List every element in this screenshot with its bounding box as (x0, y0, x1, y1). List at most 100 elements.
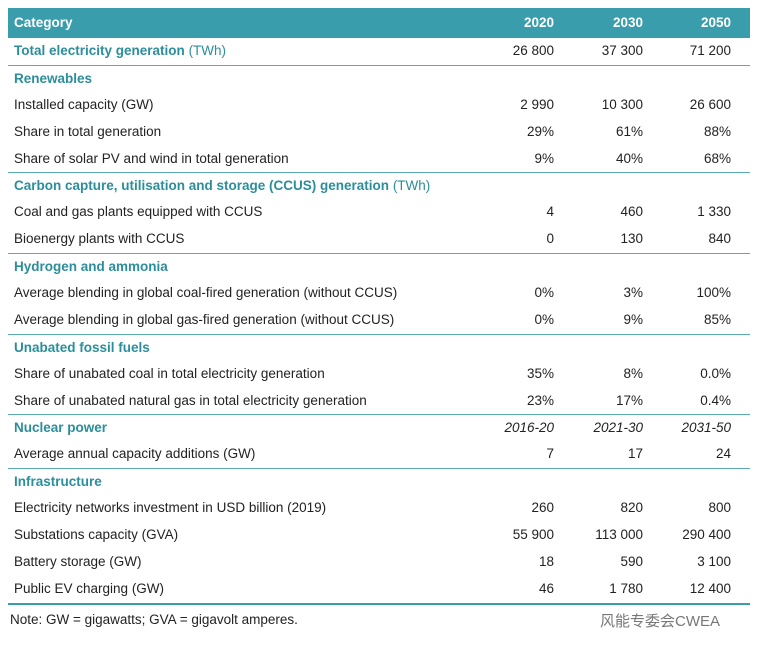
row-label: Battery storage (GW) (14, 553, 142, 569)
header-row: Category 2020 2030 2050 (8, 8, 750, 38)
cell: 10 300 (601, 96, 643, 112)
unit: (TWh) (392, 178, 431, 194)
data-row: Average blending in global coal-fired ge… (8, 280, 750, 307)
row-label: Total electricity generation (TWh) (14, 38, 226, 65)
cell: 85% (703, 311, 731, 327)
period: 2021-30 (593, 420, 643, 436)
cell: 40% (615, 150, 643, 166)
title-text: Nuclear power (14, 420, 108, 436)
cell: 9% (623, 311, 643, 327)
row-label: Share of unabated coal in total electric… (14, 365, 325, 381)
header-cell: 2050 (700, 15, 731, 30)
cell: 0.0% (700, 365, 731, 381)
cell: 460 (620, 204, 643, 220)
data-row: Public EV charging (GW) 46 1 780 12 400 (8, 576, 750, 603)
cell: 17% (615, 392, 643, 408)
cell: 0.4% (700, 392, 731, 408)
cell: 29% (526, 123, 554, 139)
cell: 17 (627, 446, 643, 462)
data-row: Share of solar PV and wind in total gene… (8, 146, 750, 173)
data-row: Installed capacity (GW) 2 990 10 300 26 600 (8, 92, 750, 119)
title-text: Hydrogen and ammonia (14, 259, 168, 275)
row-label: Share of solar PV and wind in total gene… (14, 150, 289, 166)
section-title: Nuclear power (14, 415, 107, 442)
section-title: Hydrogen and ammonia (14, 254, 168, 281)
title-text: Renewables (14, 70, 93, 86)
table: Category 2020 2030 2050 Total electricity ge… (8, 8, 750, 605)
note: Note: GW = gigawatts; GVA = gigavolt amp… (10, 612, 298, 627)
cell: 12 400 (689, 580, 731, 596)
cell: 1 780 (609, 580, 643, 596)
row-label: Public EV charging (GW) (14, 580, 165, 596)
row-label: Coal and gas plants equipped with CCUS (14, 204, 263, 220)
total-row: Total electricity generation (TWh) 26 800… (8, 38, 750, 65)
row-label: Share of unabated natural gas in total e… (14, 392, 367, 408)
bottom-rule (8, 602, 750, 605)
data-row: Share of unabated natural gas in total e… (8, 388, 750, 415)
data-row: Share in total generation 29% 61% 88% (8, 119, 750, 146)
row-label: Average blending in global gas-fired gen… (14, 311, 395, 327)
cell: 55 900 (512, 527, 554, 543)
label-text: Total electricity generation (14, 43, 185, 58)
row-label: Bioenergy plants with CCUS (14, 231, 185, 247)
cell: 0 (546, 231, 554, 247)
cell: 1 330 (697, 204, 731, 220)
unit: (TWh) (188, 43, 227, 58)
row-label: Installed capacity (GW) (14, 96, 154, 112)
cell: 35% (526, 365, 554, 381)
row-label: Electricity networks investment in USD b… (14, 500, 327, 516)
section-row: Carbon capture, utilisation and storage … (8, 172, 750, 199)
header-cell: Category (14, 15, 73, 30)
section-row: Infrastructure (8, 468, 750, 495)
cell: 18 (538, 553, 554, 569)
cell: 2 990 (520, 96, 554, 112)
cell: 820 (620, 500, 643, 516)
cell: 23% (526, 392, 554, 408)
cell: 71 200 (689, 43, 731, 58)
data-row: Substations capacity (GVA) 55 900 113 000 2… (8, 522, 750, 549)
cell: 37 300 (601, 43, 643, 58)
row-label: Share in total generation (14, 123, 162, 139)
cell: 3 100 (697, 553, 731, 569)
cell: 0% (534, 311, 554, 327)
cell: 3% (623, 285, 643, 301)
period: 2016-20 (504, 420, 554, 436)
cell: 4 (546, 204, 554, 220)
section-title: Carbon capture, utilisation and storage … (14, 173, 430, 200)
cell: 26 800 (512, 43, 554, 58)
cell: 290 400 (682, 527, 731, 543)
header-cell: 2030 (612, 15, 643, 30)
section-row: Renewables (8, 64, 750, 93)
data-row: Coal and gas plants equipped with CCUS 4 4… (8, 199, 750, 226)
cell: 61% (615, 123, 643, 139)
data-row: Battery storage (GW) 18 590 3 100 (8, 549, 750, 576)
data-row: Share of unabated coal in total electric… (8, 361, 750, 388)
data-row: Average blending in global gas-fired gen… (8, 307, 750, 334)
section-title: Unabated fossil fuels (14, 335, 150, 362)
cell: 46 (538, 580, 554, 596)
row-label: Substations capacity (GVA) (14, 527, 179, 543)
section-row: Hydrogen and ammonia (8, 253, 750, 280)
cell: 260 (531, 500, 554, 516)
cell: 113 000 (595, 527, 643, 543)
data-row: Bioenergy plants with CCUS 0 130 840 (8, 226, 750, 253)
cell: 8% (623, 365, 643, 381)
cell: 68% (703, 150, 731, 166)
section-title: Renewables (14, 66, 92, 93)
cell: 130 (620, 231, 643, 247)
cell: 840 (708, 231, 731, 247)
title-text: Unabated fossil fuels (14, 339, 150, 355)
cell: 0% (534, 285, 554, 301)
data-row: Electricity networks investment in USD b… (8, 495, 750, 522)
cell: 590 (620, 553, 643, 569)
section-row: Unabated fossil fuels (8, 333, 750, 362)
header-cell: 2020 (523, 15, 554, 30)
cell: 9% (534, 150, 554, 166)
title-text: Infrastructure (14, 474, 102, 490)
cell: 100% (696, 285, 731, 301)
section-title: Infrastructure (14, 469, 102, 496)
section-row: Nuclear power 2016-20 2021-30 2031-50 (8, 414, 750, 441)
watermark: 风能专委会CWEA (600, 613, 721, 630)
row-label: Average blending in global coal-fired ge… (14, 285, 398, 301)
